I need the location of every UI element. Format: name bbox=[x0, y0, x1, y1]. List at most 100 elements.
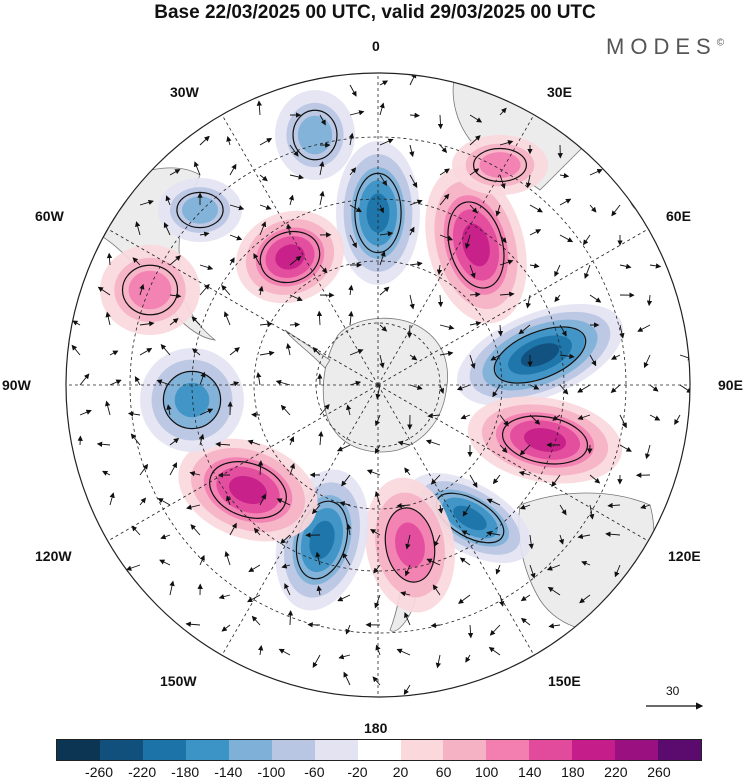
wind-vector-arrow bbox=[259, 138, 273, 146]
meridian-label-0: 0 bbox=[372, 38, 380, 54]
wind-vector-arrow bbox=[605, 531, 621, 537]
colorbar-cell bbox=[615, 740, 659, 760]
wind-vector-arrow bbox=[280, 404, 291, 416]
wind-vector-arrow bbox=[289, 255, 302, 266]
anomaly-contour bbox=[309, 520, 335, 560]
wind-vector-arrow bbox=[223, 311, 231, 326]
height-contour-line bbox=[121, 264, 179, 316]
wind-vector-arrow bbox=[379, 102, 385, 116]
wind-vector-arrow bbox=[229, 381, 240, 387]
wind-vector-arrow bbox=[467, 624, 474, 639]
map-title: Base 22/03/2025 00 UTC, valid 29/03/2025… bbox=[154, 2, 596, 23]
meridian-line bbox=[377, 228, 649, 386]
wind-vector-arrow bbox=[458, 594, 471, 604]
wind-vector-arrow bbox=[341, 474, 351, 487]
wind-vector-arrow bbox=[396, 648, 411, 656]
colorbar-cell bbox=[314, 740, 358, 760]
wind-vector-arrow bbox=[109, 492, 115, 506]
wind-vector-arrow bbox=[284, 583, 291, 596]
wind-vector-arrow bbox=[529, 204, 543, 213]
wind-vector-arrow bbox=[499, 414, 509, 427]
wind-vector-arrow bbox=[577, 533, 591, 540]
wind-vector-arrow bbox=[554, 294, 561, 303]
wind-vector-arrow bbox=[559, 504, 567, 516]
wind-vector-arrow bbox=[456, 384, 471, 391]
meridian-label-30e: 30E bbox=[547, 84, 572, 100]
colorbar-cell bbox=[400, 740, 444, 760]
wind-vector-arrow bbox=[559, 353, 575, 359]
wind-vector-arrow bbox=[312, 346, 321, 356]
meridian-line bbox=[107, 384, 379, 542]
wind-vector-arrow bbox=[311, 504, 321, 515]
wind-vector-arrow bbox=[499, 291, 515, 297]
wind-vector-arrow bbox=[674, 414, 681, 425]
wind-vector-arrow bbox=[226, 136, 232, 146]
wind-vector-arrow bbox=[379, 174, 388, 187]
wind-vector-arrow bbox=[465, 654, 471, 663]
wind-vector-arrow bbox=[400, 591, 411, 597]
wind-vector-arrow bbox=[404, 612, 411, 626]
wind-vector-arrow bbox=[229, 234, 243, 241]
wind-vector-arrow bbox=[439, 234, 454, 241]
wind-vector-arrow bbox=[349, 349, 364, 356]
wind-vector-arrow bbox=[554, 264, 561, 277]
map-boundary bbox=[65, 72, 691, 698]
wind-vector-arrow bbox=[490, 354, 501, 361]
wind-vector-arrow bbox=[169, 580, 175, 596]
wind-vector-arrow bbox=[439, 350, 454, 357]
wind-vector-arrow bbox=[280, 534, 291, 544]
wind-vector-arrow bbox=[286, 223, 292, 236]
wind-vector-arrow bbox=[289, 322, 301, 328]
wind-vector-arrow bbox=[276, 498, 291, 506]
brand-mark: © bbox=[716, 37, 725, 49]
wind-vector-arrow bbox=[139, 497, 147, 506]
anomaly-contour bbox=[462, 223, 490, 267]
wind-vector-arrow bbox=[437, 504, 444, 514]
height-contour-line bbox=[473, 147, 528, 183]
wind-vector-arrow bbox=[373, 564, 381, 574]
wind-vector-arrow bbox=[649, 263, 662, 269]
wind-vector-arrow bbox=[637, 324, 651, 332]
wind-vector-arrow bbox=[79, 373, 90, 386]
wind-vector-arrow bbox=[546, 564, 561, 571]
wind-vector-arrow bbox=[319, 114, 326, 126]
wind-vector-arrow bbox=[109, 379, 122, 386]
wind-vector-arrow bbox=[199, 371, 206, 386]
wind-vector-arrow bbox=[275, 379, 291, 386]
wind-vector-arrow bbox=[469, 168, 480, 176]
wind-vector-arrow bbox=[316, 310, 323, 326]
wind-vector-arrow bbox=[343, 671, 351, 686]
wind-vector-arrow bbox=[611, 204, 621, 217]
brand-logo: MODES© bbox=[606, 34, 724, 60]
colorbar-tick-label: 100 bbox=[474, 764, 499, 780]
anomaly-contour bbox=[229, 475, 267, 505]
wind-vector-arrow bbox=[185, 621, 201, 627]
wind-vector-arrow bbox=[469, 204, 478, 214]
wind-vector-arrow bbox=[469, 320, 482, 327]
wind-vector-arrow bbox=[379, 324, 388, 332]
wind-vector-arrow bbox=[559, 198, 572, 206]
anomaly-field bbox=[100, 90, 624, 613]
wind-vector-arrow bbox=[644, 444, 651, 460]
wind-vector-arrow bbox=[127, 411, 141, 417]
wind-vector-arrow bbox=[559, 324, 567, 337]
wind-vector-arrow bbox=[646, 294, 653, 307]
wind-vector-arrow bbox=[379, 354, 385, 369]
wind-vector-arrow bbox=[169, 437, 180, 446]
wind-vector-arrow bbox=[581, 560, 591, 566]
wind-vector-arrow bbox=[102, 470, 111, 476]
wind-vector-arrow bbox=[409, 294, 415, 310]
colorbar-cell bbox=[529, 740, 573, 760]
wind-vector-arrow bbox=[374, 444, 381, 454]
wind-vector-arrow bbox=[584, 264, 591, 279]
wind-vector-arrow bbox=[499, 140, 514, 146]
wind-vector-arrow bbox=[159, 559, 171, 566]
wind-vector-arrow bbox=[469, 114, 483, 123]
wind-vector-arrow bbox=[379, 286, 390, 296]
wind-vector-arrow bbox=[349, 234, 357, 249]
wind-vector-arrow bbox=[285, 343, 292, 356]
wind-vector-arrow bbox=[486, 530, 501, 537]
wind-vector-arrow bbox=[439, 144, 448, 153]
height-contour-line bbox=[209, 461, 287, 519]
